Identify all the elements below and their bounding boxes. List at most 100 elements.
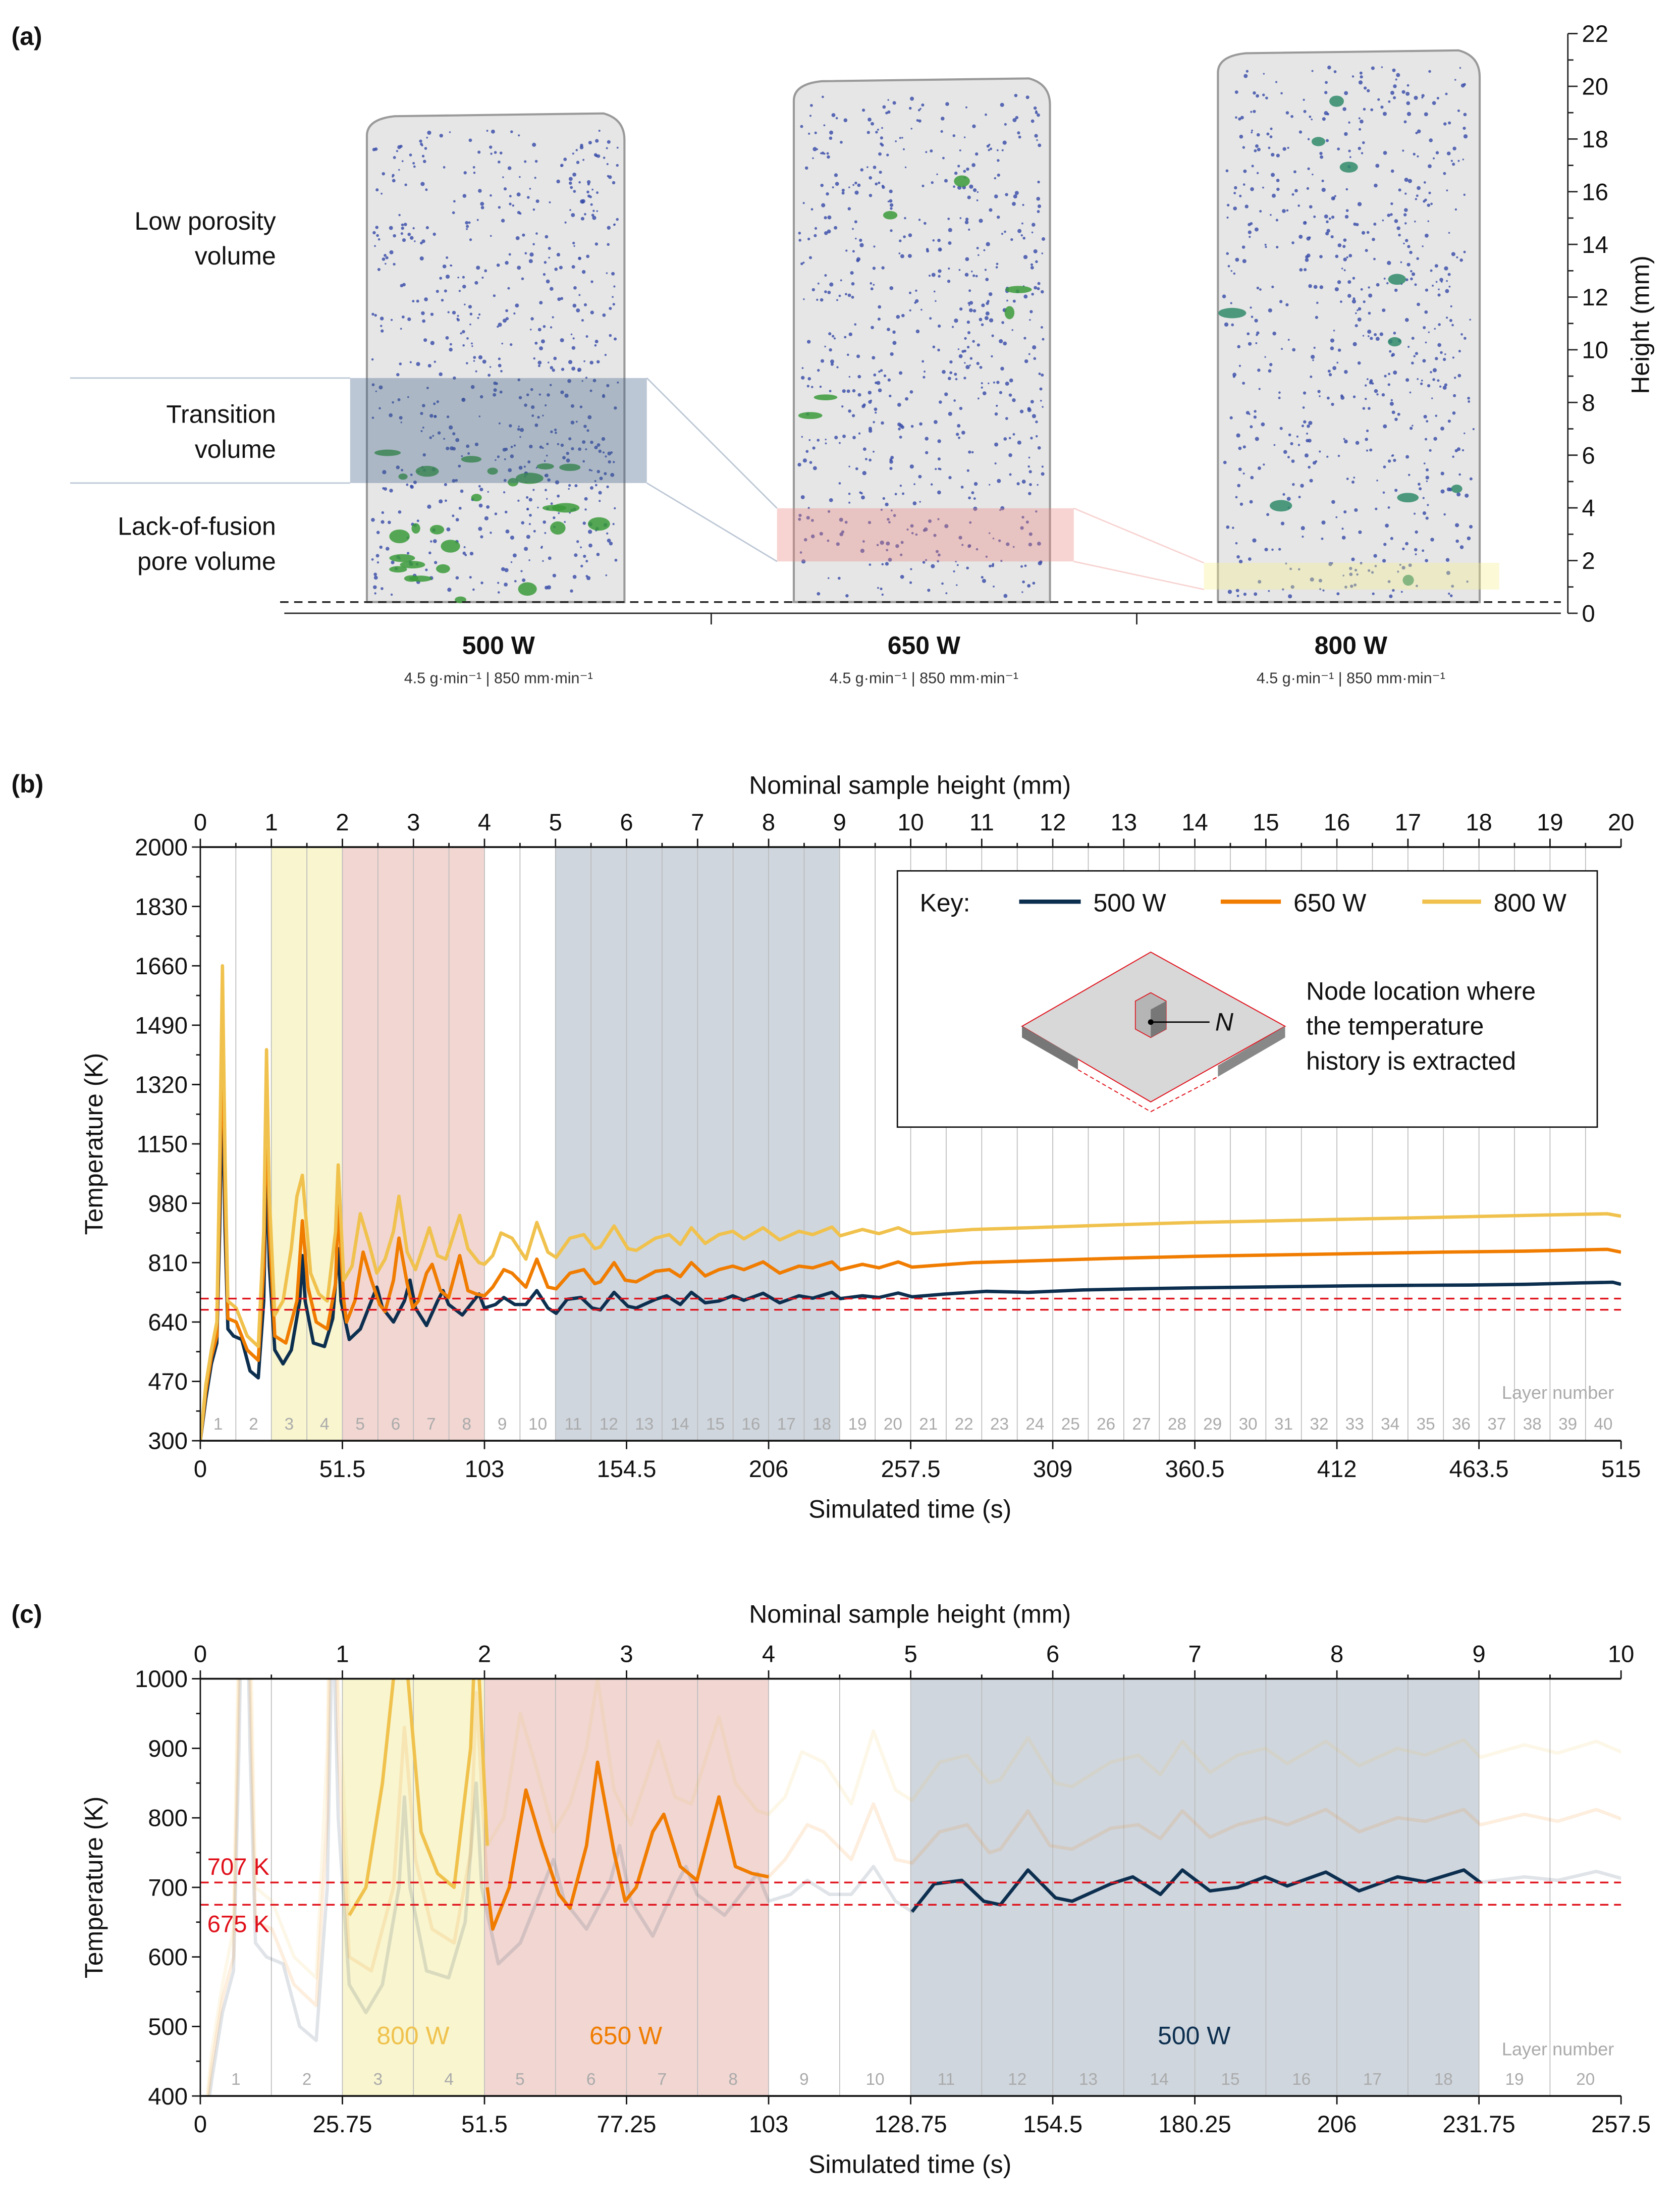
lack-of-fusion-pore <box>441 540 460 553</box>
pore-dot <box>490 532 492 534</box>
pore-dot <box>1249 413 1251 415</box>
pore-dot <box>1242 472 1245 475</box>
pore-dot <box>1390 213 1393 216</box>
pore-dot <box>609 306 612 310</box>
pore-dot <box>374 592 376 595</box>
pore-dot <box>592 379 597 383</box>
pore-dot <box>539 346 544 351</box>
pore-dot <box>803 298 805 300</box>
pore-dot <box>375 226 378 229</box>
pore-dot <box>959 217 962 219</box>
pore-dot <box>938 275 941 278</box>
pore-dot <box>1012 118 1017 122</box>
pore-dot <box>462 330 465 334</box>
pore-dot <box>886 541 890 546</box>
pore-dot <box>1334 195 1336 197</box>
x-tick-label: 180.25 <box>1159 2111 1231 2137</box>
pore-dot <box>873 421 875 424</box>
pore-dot <box>999 391 1002 394</box>
pore-dot <box>601 437 606 441</box>
pore-dot <box>981 386 983 389</box>
pore-dot <box>887 200 890 202</box>
pore-dot <box>855 237 857 240</box>
x-tick-label: 103 <box>465 1455 505 1482</box>
pore-dot <box>1239 502 1243 506</box>
pore-dot <box>597 469 601 474</box>
pore-dot <box>1024 564 1027 567</box>
pore-dot <box>988 149 990 151</box>
pore-dot <box>1343 238 1347 242</box>
pore-dot <box>1303 98 1305 101</box>
pore-dot <box>1335 516 1338 518</box>
pore-dot <box>1360 562 1363 565</box>
pore-dot <box>1454 79 1456 81</box>
pore-dot <box>1405 278 1408 281</box>
pore-dot <box>1423 462 1426 464</box>
height-tick-label: 4 <box>1582 495 1595 521</box>
pore-dot <box>994 442 999 447</box>
height-tick-label: 14 <box>1582 231 1608 258</box>
node-label: N <box>1215 1008 1234 1036</box>
pore-dot <box>828 332 832 336</box>
pore-dot <box>1248 230 1252 234</box>
layer-number: 16 <box>741 1415 760 1434</box>
pore-dot <box>1001 233 1004 235</box>
pore-dot <box>549 384 552 387</box>
x-tick-label: 206 <box>749 1455 789 1482</box>
pore-dot <box>462 276 465 279</box>
pore-dot <box>878 388 882 393</box>
layer-number: 36 <box>1452 1415 1471 1434</box>
pore-dot <box>1454 377 1456 379</box>
region-guide-line <box>646 377 778 509</box>
layer-number: 1 <box>231 2070 241 2089</box>
pore-dot <box>519 436 521 438</box>
pore-dot <box>1308 420 1313 425</box>
lack-of-fusion-pore <box>389 529 410 544</box>
pore-dot <box>612 296 614 298</box>
pore-dot <box>1389 350 1392 353</box>
pore-dot <box>582 440 586 444</box>
pore-dot <box>602 394 606 398</box>
pore-dot <box>1230 302 1232 304</box>
pore-dot <box>528 523 531 525</box>
pore-dot <box>1313 346 1316 349</box>
pore-dot <box>981 575 984 579</box>
pore-dot <box>1280 521 1285 525</box>
layer-number: 3 <box>373 2070 383 2089</box>
pore-dot <box>832 186 834 189</box>
pore-dot <box>966 167 969 171</box>
pore-dot <box>446 527 451 532</box>
pore-dot <box>516 192 521 197</box>
pore-dot <box>494 512 498 515</box>
pore-dot <box>1468 400 1471 403</box>
pore-dot <box>1370 337 1373 340</box>
pore-dot <box>568 177 573 181</box>
pore-dot <box>1383 543 1387 546</box>
pore-dot <box>1452 455 1454 458</box>
pore-dot <box>889 203 894 207</box>
pore-dot <box>965 365 970 370</box>
pore-dot <box>381 520 385 524</box>
pore-dot <box>616 218 619 221</box>
pore-dot <box>906 528 909 531</box>
pore-dot <box>801 376 805 380</box>
pore-dot <box>1005 381 1009 386</box>
pore-dot <box>847 293 851 297</box>
pore-dot <box>571 447 574 451</box>
pore-dot <box>854 190 859 195</box>
pore-dot <box>1445 92 1448 95</box>
pore-dot <box>573 286 577 290</box>
pore-dot <box>854 323 857 326</box>
pore-dot <box>1255 437 1259 441</box>
pore-dot <box>480 581 483 585</box>
pore-dot <box>1369 379 1373 383</box>
pore-dot <box>561 367 565 371</box>
pore-dot <box>553 516 556 519</box>
pore-dot <box>851 295 854 299</box>
pore-dot <box>542 414 544 416</box>
pore-dot <box>1255 342 1258 344</box>
pore-dot <box>878 181 881 184</box>
pore-dot <box>829 498 833 502</box>
pore-dot <box>542 447 544 449</box>
layer-number: 30 <box>1239 1415 1258 1434</box>
